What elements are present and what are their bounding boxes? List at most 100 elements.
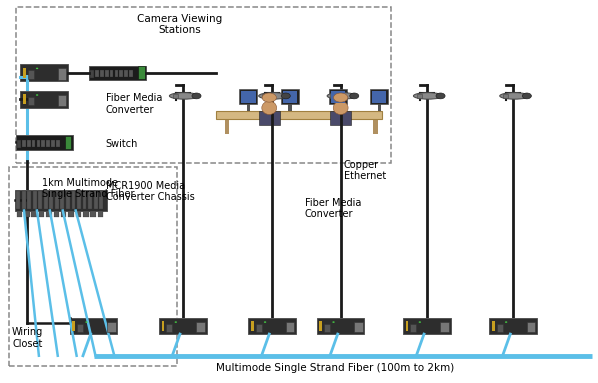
Bar xyxy=(90,211,96,217)
Bar xyxy=(24,211,29,217)
Bar xyxy=(51,139,54,147)
Bar xyxy=(496,324,503,332)
Bar xyxy=(38,191,42,209)
Bar xyxy=(28,70,33,79)
Bar xyxy=(72,321,75,331)
Bar xyxy=(166,324,172,332)
Bar xyxy=(56,139,60,147)
Circle shape xyxy=(192,93,201,99)
Bar xyxy=(57,69,66,80)
Bar xyxy=(124,70,128,77)
Bar xyxy=(15,190,107,211)
Bar xyxy=(262,94,267,98)
Bar xyxy=(99,191,103,209)
Bar xyxy=(17,139,21,147)
Bar xyxy=(354,322,362,332)
Circle shape xyxy=(86,321,88,323)
Bar xyxy=(89,65,146,80)
Bar xyxy=(90,70,94,78)
Bar xyxy=(417,94,422,98)
Bar xyxy=(120,70,123,77)
Bar xyxy=(319,321,322,331)
Bar xyxy=(76,211,81,217)
Bar xyxy=(100,70,104,77)
Circle shape xyxy=(264,321,266,323)
Bar xyxy=(283,91,297,103)
Circle shape xyxy=(334,93,348,102)
Bar xyxy=(20,64,68,81)
Bar xyxy=(372,91,386,103)
Bar xyxy=(31,211,37,217)
Bar xyxy=(527,322,535,332)
Circle shape xyxy=(36,68,38,69)
Circle shape xyxy=(419,321,421,323)
Text: Fiber Media
Converter: Fiber Media Converter xyxy=(305,198,361,219)
Bar xyxy=(161,321,164,331)
Bar xyxy=(196,322,205,332)
Bar xyxy=(373,119,378,134)
Bar xyxy=(16,135,72,150)
Bar xyxy=(173,94,178,98)
Bar xyxy=(22,191,26,209)
Text: Camera Viewing
Stations: Camera Viewing Stations xyxy=(138,13,222,35)
Bar xyxy=(20,91,68,108)
Bar xyxy=(88,191,92,209)
Bar xyxy=(251,321,254,331)
Bar xyxy=(77,324,83,332)
Text: Wiring
Closet: Wiring Closet xyxy=(12,327,43,349)
Circle shape xyxy=(281,93,290,99)
Bar xyxy=(225,119,230,134)
Circle shape xyxy=(332,321,335,323)
Bar xyxy=(110,70,114,77)
Bar xyxy=(68,211,74,217)
Bar xyxy=(286,322,294,332)
Bar xyxy=(23,67,26,78)
Bar xyxy=(50,191,53,209)
Bar xyxy=(77,191,81,209)
Text: 1km Multimode
Single Strand Fiber: 1km Multimode Single Strand Fiber xyxy=(42,178,135,199)
Bar xyxy=(57,95,66,106)
Bar xyxy=(317,318,364,334)
Circle shape xyxy=(262,93,276,102)
Bar xyxy=(107,322,115,332)
Circle shape xyxy=(350,93,359,99)
Bar xyxy=(96,70,99,77)
Bar xyxy=(405,321,408,331)
Text: Fiber Media
Converter: Fiber Media Converter xyxy=(106,93,162,115)
Bar xyxy=(16,191,20,209)
Bar xyxy=(17,211,22,217)
Bar xyxy=(70,318,117,334)
Bar xyxy=(61,211,66,217)
Bar xyxy=(72,191,75,209)
Ellipse shape xyxy=(262,101,277,115)
Bar xyxy=(22,139,26,147)
Text: MCR1900 Media
Converter Chassis: MCR1900 Media Converter Chassis xyxy=(106,181,194,202)
Bar xyxy=(239,89,257,104)
Bar xyxy=(65,136,71,149)
Bar xyxy=(60,191,65,209)
Bar xyxy=(44,191,48,209)
Bar xyxy=(492,321,495,331)
Circle shape xyxy=(505,321,507,323)
Bar xyxy=(336,104,340,111)
Bar xyxy=(33,191,36,209)
Bar xyxy=(98,211,103,217)
Bar xyxy=(66,191,70,209)
Bar xyxy=(46,139,50,147)
Bar xyxy=(255,324,262,332)
Bar xyxy=(281,89,299,104)
Bar xyxy=(28,97,33,105)
Bar xyxy=(331,91,345,103)
Bar xyxy=(46,211,51,217)
Bar xyxy=(248,318,296,334)
Bar xyxy=(246,104,250,111)
Text: Copper
Ethernet: Copper Ethernet xyxy=(344,160,386,182)
Bar xyxy=(54,211,59,217)
Bar xyxy=(32,139,35,147)
Bar xyxy=(490,318,537,334)
Bar xyxy=(105,70,109,77)
Bar xyxy=(28,191,31,209)
Ellipse shape xyxy=(333,101,348,115)
Bar xyxy=(503,94,508,98)
Bar xyxy=(331,94,335,98)
